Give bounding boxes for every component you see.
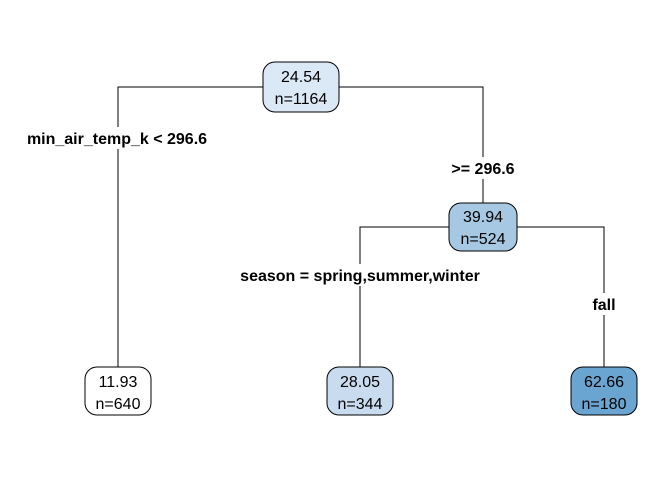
- split-label-right-left: season = spring,summer,winter: [218, 264, 502, 286]
- node-count: n=524: [461, 231, 506, 248]
- split-condition-root-right: >= 296.6: [451, 161, 514, 178]
- node-count: n=640: [96, 396, 141, 413]
- tree-leaf-3: 62.66 n=180: [570, 366, 638, 416]
- node-box: [262, 61, 340, 113]
- split-label-right-right: fall: [587, 293, 623, 315]
- node-count: n=1164: [275, 91, 328, 108]
- node-value: 24.54: [281, 69, 321, 86]
- split-label-root-right: >= 296.6: [443, 157, 523, 179]
- split-label-root-left: min_air_temp_k < 296.6: [10, 127, 224, 149]
- label-bg: [443, 157, 523, 179]
- edge-right-to-leaf3: [517, 226, 605, 367]
- split-condition-right-left: season = spring,summer,winter: [240, 268, 480, 285]
- node-count: n=344: [338, 396, 383, 413]
- label-bg: [218, 264, 502, 286]
- tree-leaf-2: 28.05 n=344: [326, 366, 394, 416]
- node-box: [326, 366, 394, 416]
- node-value: 39.94: [463, 209, 503, 226]
- edge-root-to-leaf1: [117, 86, 263, 374]
- label-bg: [10, 127, 224, 149]
- split-condition-right-right: fall: [592, 297, 615, 314]
- node-box: [84, 366, 152, 416]
- tree-node-right: 39.94 n=524: [448, 202, 518, 252]
- node-value: 28.05: [340, 374, 380, 391]
- label-bg: [587, 293, 623, 315]
- node-box: [448, 202, 518, 252]
- tree-node-root: 24.54 n=1164: [262, 61, 340, 113]
- node-value: 62.66: [584, 374, 624, 391]
- node-box: [570, 366, 638, 416]
- edge-root-to-right: [339, 86, 484, 203]
- node-count: n=180: [582, 396, 627, 413]
- edge-right-to-leaf2: [359, 226, 449, 367]
- tree-leaf-1: 11.93 n=640: [84, 366, 152, 416]
- node-value: 11.93: [99, 374, 138, 391]
- split-condition-root-left: min_air_temp_k < 296.6: [27, 131, 207, 148]
